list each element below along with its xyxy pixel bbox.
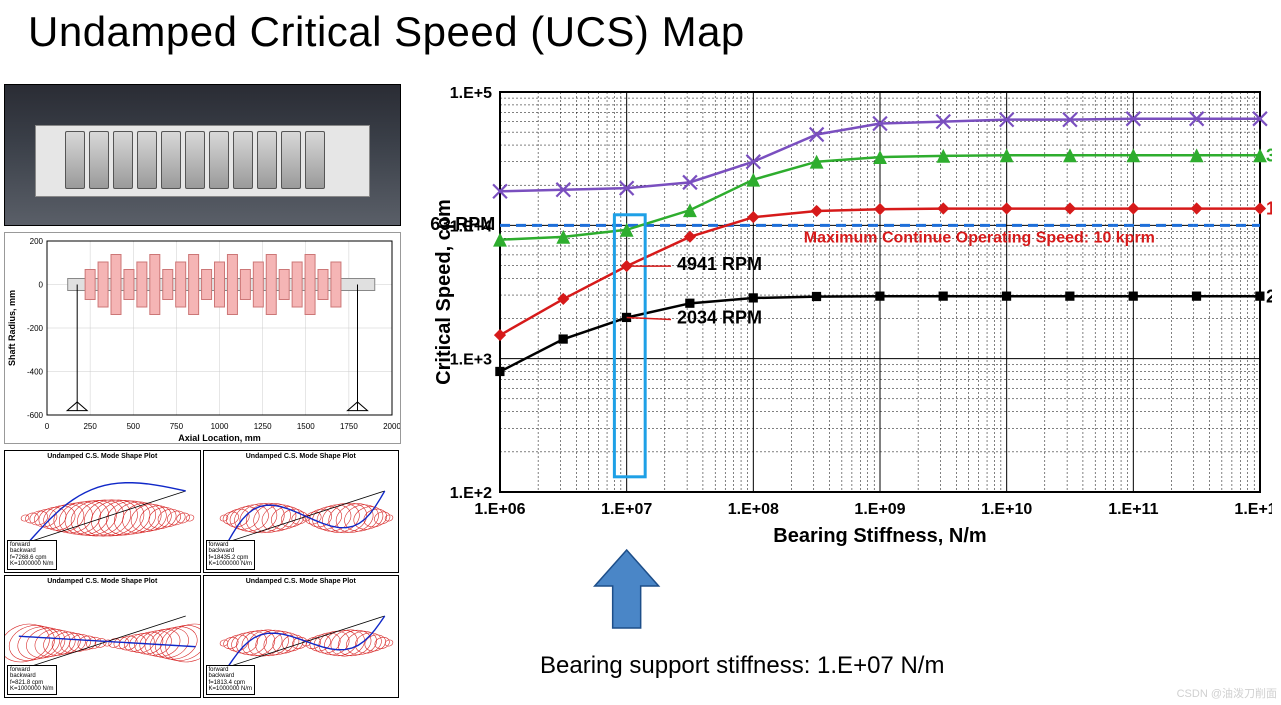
- mode-plot-title: Undamped C.S. Mode Shape Plot: [204, 576, 399, 585]
- svg-text:33519 RPM: 33519 RPM: [1266, 145, 1272, 165]
- mode-shape-grid: Undamped C.S. Mode Shape Plot forward ba…: [4, 450, 399, 698]
- svg-text:1250: 1250: [254, 422, 272, 431]
- svg-text:2938 RPM: 2938 RPM: [1266, 286, 1272, 306]
- mode-plot-legend: forward backward f=7268.6 cpm K=1000000 …: [7, 540, 57, 570]
- svg-text:1750: 1750: [340, 422, 358, 431]
- watermark: CSDN @油泼刀削面: [1177, 685, 1277, 701]
- svg-text:Shaft Radius, mm: Shaft Radius, mm: [7, 290, 17, 366]
- svg-text:9263 RPM: 9263 RPM: [430, 214, 495, 234]
- bearing-stiffness-caption: Bearing support stiffness: 1.E+07 N/m: [540, 652, 944, 680]
- svg-text:-200: -200: [27, 324, 44, 333]
- svg-text:250: 250: [83, 422, 97, 431]
- svg-text:1.E+08: 1.E+08: [728, 501, 779, 518]
- svg-text:0: 0: [45, 422, 50, 431]
- svg-text:-400: -400: [27, 368, 44, 377]
- svg-text:4941 RPM: 4941 RPM: [677, 254, 762, 274]
- mode-plot-title: Undamped C.S. Mode Shape Plot: [204, 451, 399, 460]
- svg-text:1500: 1500: [297, 422, 315, 431]
- mode-plot-title: Undamped C.S. Mode Shape Plot: [5, 451, 200, 460]
- svg-text:1.E+11: 1.E+11: [1108, 501, 1158, 518]
- mode-plot-legend: forward backward f=1813.4 cpm K=1000000 …: [206, 665, 256, 695]
- shaft-radius-plot: 025050075010001250150017502000-600-400-2…: [4, 232, 401, 444]
- svg-text:Maximum Continue Operating Spe: Maximum Continue Operating Speed: 10 kpr…: [804, 229, 1155, 246]
- svg-text:1.E+10: 1.E+10: [981, 501, 1032, 518]
- svg-text:750: 750: [170, 422, 184, 431]
- svg-text:1.E+12: 1.E+12: [1234, 501, 1272, 518]
- svg-text:500: 500: [127, 422, 141, 431]
- svg-text:13350 RPM: 13350 RPM: [1266, 199, 1272, 219]
- ucs-chart: 1.E+06 1.E+07 1.E+08 1.E+09 1.E+10 1.E+11 1.E+…: [430, 82, 1272, 702]
- svg-text:1000: 1000: [211, 422, 229, 431]
- svg-text:1.E+09: 1.E+09: [854, 501, 905, 518]
- page-title: Undamped Critical Speed (UCS) Map: [28, 8, 745, 56]
- mode-plot-legend: forward backward f=18435.2 cpm K=1000000…: [206, 540, 256, 570]
- mode-plot-2: Undamped C.S. Mode Shape Plot forward ba…: [203, 450, 400, 573]
- svg-text:1.E+2: 1.E+2: [450, 485, 492, 502]
- svg-text:Axial Location, mm: Axial Location, mm: [178, 433, 261, 443]
- rig-photo: [4, 84, 401, 226]
- svg-text:1.E+3: 1.E+3: [450, 352, 492, 369]
- svg-text:1.E+06: 1.E+06: [474, 501, 525, 518]
- svg-text:200: 200: [30, 237, 44, 246]
- svg-text:2000: 2000: [383, 422, 400, 431]
- svg-text:0: 0: [39, 281, 44, 290]
- svg-text:1.E+07: 1.E+07: [601, 501, 652, 518]
- svg-text:1.E+5: 1.E+5: [450, 85, 492, 102]
- svg-text:2034 RPM: 2034 RPM: [677, 308, 762, 328]
- mode-plot-3: Undamped C.S. Mode Shape Plot forward ba…: [4, 575, 201, 698]
- mode-plot-title: Undamped C.S. Mode Shape Plot: [5, 576, 200, 585]
- mode-plot-legend: forward backward f=821.8 cpm K=1000000 N…: [7, 665, 57, 695]
- rig-discs: [65, 131, 325, 189]
- mode-plot-1: Undamped C.S. Mode Shape Plot forward ba…: [4, 450, 201, 573]
- svg-text:Bearing Stiffness, N/m: Bearing Stiffness, N/m: [773, 525, 986, 547]
- mode-plot-4: Undamped C.S. Mode Shape Plot forward ba…: [203, 575, 400, 698]
- svg-text:-600: -600: [27, 411, 44, 420]
